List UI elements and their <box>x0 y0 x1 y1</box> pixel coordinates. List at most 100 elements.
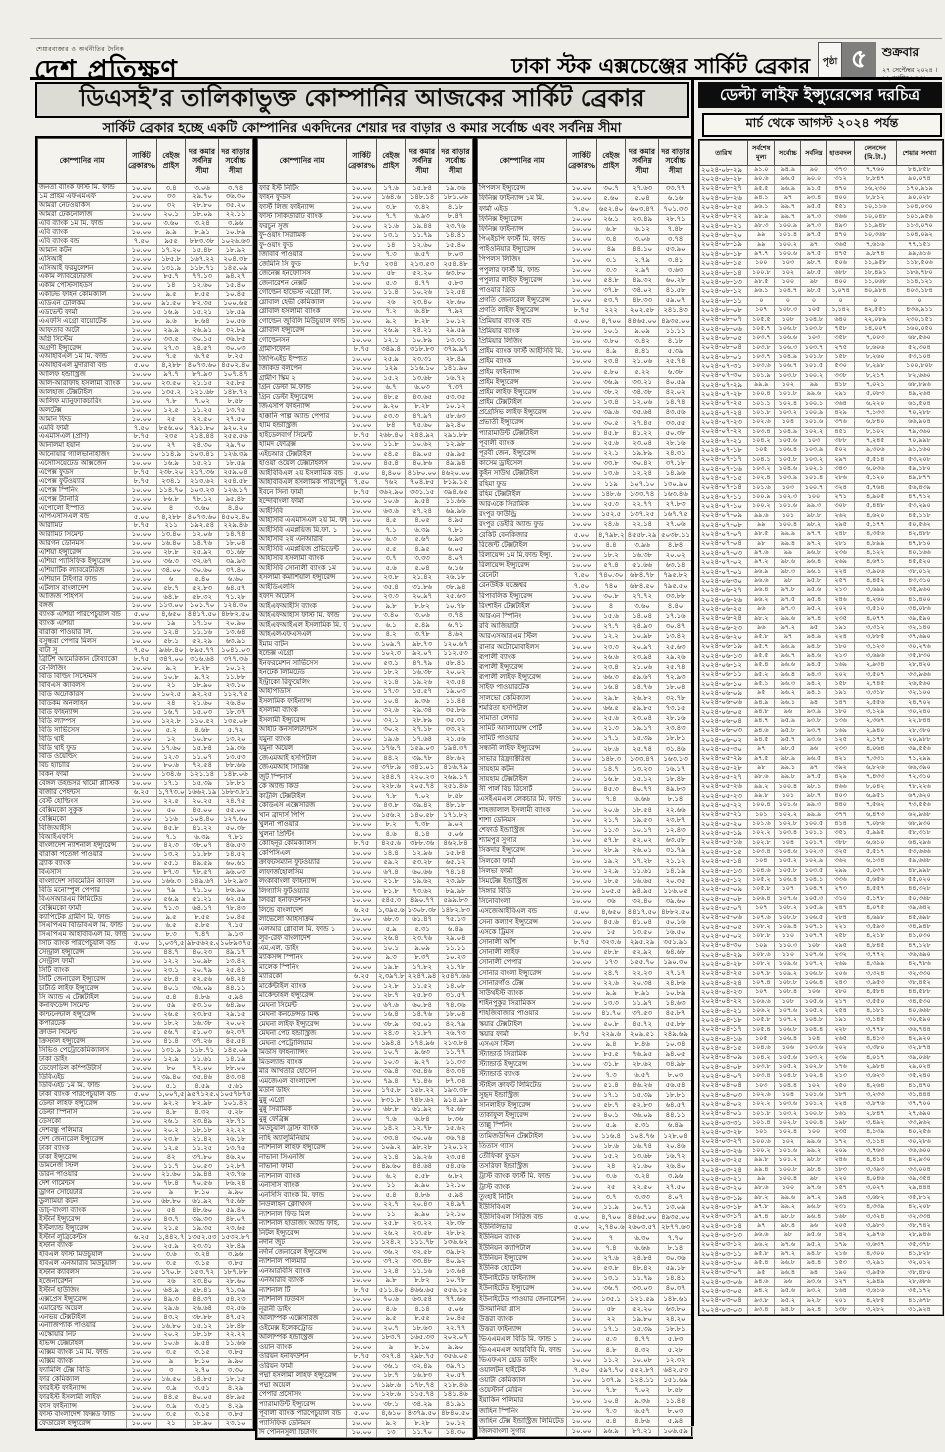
table-row: ভিএএমএল বিডি মি. ফান্ড ১ ১০.০০ ৫.৩ ৪.৭৭ ৫.৮৩ <box>477 1334 693 1346</box>
table-row: ইউনিক হোটেল ১০.০০ ৫৩.৮ ৪৮.৪২ ৫৯.১৮ <box>477 1262 693 1275</box>
table-row: বিডি থাই ১০.০০ ১২ ১০.৮০ ১৩.২০ <box>37 734 253 745</box>
column-header: কোম্পানির নাম <box>257 138 347 184</box>
table-row: কেপিসিএল ১০.০০ ১৪.৪ ১২.৯৬ ১৫.৮৪ <box>257 848 473 859</box>
table-row: ২০২৪-০৪-১৮ ১০৫.৮ ১০৭.২ ১০৪.৮ ১৯১ ৩,১৪৫ ৩০,৫৯০ <box>698 1015 944 1026</box>
table-row: মার্কেন্টাইল ব্যাংক ১০.০০ ১২.৮ ১১.৫২ ১৪.০৮ <box>257 981 473 992</box>
column-header: দর বাড়ার সর্বোচ্চ সীমা <box>438 138 473 184</box>
table-row: ন্যাশনাল টি ৮.৭৫ ৫১১.৪০ ৪৬৬.৬৫ ৫৫৬.১৫ <box>257 1285 473 1296</box>
table-row: ফ্যামিলি টেক্স বিডি ১০.০০ ৩ ২.৭০ ৩.৩০ <box>37 1365 253 1376</box>
table-row: ২০২৪-০৫-২৮ ৯৮ ৯৯.১ ৯৭ ৩৯২ ৬,৮২৬ ৬৬,৩৯০ <box>698 762 944 774</box>
table-row: ২০২৪-০৫-২৬ ৯৯.২ ১০০.৪ ৯৮.১ ৪৬৬ ৮,০৪২ ৭৮,২২৬ <box>698 781 944 793</box>
table-row: ২০২৪-০৫-০৮ ১০৬.৪ ১০৭.৬ ১০৫.৩ ৩১০ ৫,১৭৮ ৫০,৩৬৮ <box>698 893 944 905</box>
masthead-ornament-icon: পৃষ্ঠা <box>818 42 842 80</box>
table-row: ২০২৪-০৬-১২ ৯৫.৪ ৯৬.৬ ৯৪.৫ ১৬৯ ২,৯৩৪ ২৮,৪২০ <box>698 660 944 671</box>
table-row: বারাকা পাওয়ার লি. ১০.০০ ১২.৪ ১১.১৬ ১৩.৬৪ <box>37 627 253 638</box>
table-row: আইসিবি সোনালী ব্যাংক ১ম ১০.০০ ৫.৬ ৫.০৪ ৬.১৬ <box>257 563 473 574</box>
table-row: কনফিডেন্স সিমেন্ট ১০.০০ ৫৯ ৫৩.১০ ৬৪.৯০ <box>37 1000 253 1011</box>
table-row: সিটি ব্যাংক ১০.০০ ২৩.১ ২০.৭৯ ২৫.৪১ <box>37 965 253 976</box>
table-row: মিডাস ফাইন্যান্সিং ১০.০০ ১০.৭ ৯.৬৩ ১১.৭৭ <box>257 1047 473 1058</box>
table-row: রহিম টেক্সটাইল ১০.০০ ১৪৮.৬ ১৩৩.৭৪ ১৬৩.৪৬ <box>477 488 693 500</box>
table-row: মুন্নু এগ্রো ১০.০০ ৮৩১.৮ ৭৪৮.৬২ ৯১৪.৯৮ <box>257 1095 473 1106</box>
table-row: বঙ্গজ ১০.০০ ১১৩.০০ ১০১.৭০ ১২৪.৩০ <box>37 600 253 611</box>
column-header: সার্কিট ব্রেকার% <box>566 138 597 184</box>
column-header: সর্বনিম্ন <box>800 140 828 166</box>
table-row: মেঘনা লাইফ ইন্স্যুরেন্স ১০.০০ ৩৮.৯ ৩৫.০১ ৪২.… <box>257 1019 473 1030</box>
table-row: বারাকা পতেঙ্গা পাওয়ার ১০.০০ ১৩.২ ১১.৮৮ ১৪.৫… <box>37 849 253 860</box>
table-row: শাহজালাল ইসলামী ব্যাংক ১০.০০ ২০.৬ ১৮.৫৪ ২২.৬… <box>477 804 693 816</box>
table-row: সাভার রিফ্র্যাক্টরিজ ১০.০০ ১৪৮.৩ ১৩৩.৪৭ ১৬৩.… <box>477 753 693 765</box>
table-row: ২০২৪-০৪-২৫ ১০৭.৮ ১০৯.২ ১০৬.৮ ২০৬ ৩,৩২৪ ৩২,৩৩০ <box>698 968 944 979</box>
table-row: ২০২৪-০৪-৩০ ১০৯ ১১০.৩ ১০৮ ২৯৫ ৪,৮৪৫ ৪৭,১২৮ <box>698 940 944 951</box>
table-row: ন্যাশনাল ফিড মিল ১০.০০ ১১ ৯.৯০ ১২.১০ <box>257 1209 473 1220</box>
table-row: প্যাসিফিক ডেনিমস ১০.০০ ৯.২ ৮.২৮ ১০.১২ <box>257 1418 473 1429</box>
table-row: স্কয়ার টেক্সটাইল ১০.০০ ৫০.৮ ৪৫.৭২ ৫৫.৮৮ <box>477 1018 693 1030</box>
table-row: ঢাকা ইন্স্যুরেন্স ১০.০০ ৪২ ৩৭.৮০ ৪৬.২০ <box>37 1152 253 1162</box>
table-row: ২০২৪-০৬-১৯ ৯৫.৭ ৯৬.৯ ৯৪.৮ ১৮০ ৩,১২৩ ৩০,২৭৬ <box>698 641 944 652</box>
table-row: জিলবাংলা সুগার ১০.০০ ৯৬.৯ ৮৭.২১ ১০৬.৫৯ <box>477 1425 693 1438</box>
table-row: প্রগতি লাইফ ইন্স্যুরেন্স ৮.৭৫ ২২২ ২০২.৫৮ ২৪১… <box>477 305 693 317</box>
table-row: বাংলাদেশ ন্যাশনাল ইন্স্যুরেন্স ১০.০০ ৪২.৩ ৩… <box>37 840 253 851</box>
table-row: ২০২৪-০৩-০৩ ৯৩.৪ ৯৪.৮ ৯২.৪ ১৩৮ ৩,২৮২ ৩১,৯২৪ <box>698 1304 944 1316</box>
table-row: ২০২৪-০৭-৩১ ১০৩.৬ ১০৬.৭ ১০১.৫ ৫৩০ ৮,২৯৮ ১০০,৮০৮ <box>698 361 944 372</box>
table-row: এসিআই ফরমুলেশন ১০.০০ ১৩১.৯ ১১৮.৭১ ১৪৫.০৯ <box>37 263 253 273</box>
table-row: সিটি ব্যাংক পারপেচুয়াল বন্ড৫.০০১,০৩৭,৫০… <box>37 938 253 949</box>
table-row: ক্যাপিটেক গ্রামীণ মি. ফান্ড ১০.০০ ৯.৫ ৮.৫৫ ১… <box>37 912 253 922</box>
table-row: ২০২৪-০৬-৩০ ৯৬.৬ ৯৮ ৯৫.৮ ২৫৭ ৪,৪৫২ ৪৩,৩১০ <box>698 576 944 587</box>
table-row: সিলকো ফার্মা ১০.০০ ১৯.২ ১৭.২৮ ২১.১২ <box>477 855 693 867</box>
table-row: ২০২৪-০৬-২৭ ৯৬.৪ ৯৭.৮ ৯৫.৬ ২১৩ ৩,৬৯৯ ৩৫,৯৬০ <box>698 585 944 596</box>
table-row: নাহি অ্যালুমিনিয়াম ১০.০০ ৩৩.৪ ৩০.০৬ ৩৬.৭৪ <box>257 1133 473 1144</box>
header-rule <box>30 77 942 80</box>
table-row: ২০২৪-০৭-০২ ৯৭.২ ৯৮.৬ ৯৬.৪ ২৬৯ ৪,৬৭১ ৪৫,৫২০ <box>698 557 944 568</box>
table-row: দেশ জেনারেল ইন্স্যুরেন্স ১০.০০ ২৩.৮ ২১.৪২ ২৬… <box>37 1134 253 1145</box>
table-row: ২০২৪-০৫-০৫ ১০৮.২ ১০৯.৪ ১০৭.১ ২২১ ৩,৫৯৩ ৩৪,৯৪৮ <box>698 921 944 933</box>
table-row: চার্টার্ড লাইফ ইন্স্যুরেন্স ১০.০০ ৪০.১ ৩৬.০… <box>37 983 253 994</box>
table-row: ন্যাশনাল লাইফ ইন্স্যুরেন্স ১০.০০ ১০৯.২ ৯৮.২… <box>257 1142 473 1153</box>
table-row: উত্তরা ব্যাংক ১০.০০ ২২ ১৯.৮০ ২৪.২০ <box>477 1313 693 1326</box>
table-row: এম.এল. ডাইং ১০.০০ ১০.১ ৯.০৯ ১১.১১ <box>257 943 473 954</box>
table-row: রিলায়েন্স ১ম মি.ফান্ড ইন্স্যু. ১০.০০ ১৮.২… <box>477 549 693 561</box>
table-row: ন্যাশনাল টিউবস ১০.০০ ৭০.৬ ৬৩.৫৪ ৭৭.৬৬ <box>257 1294 473 1305</box>
table-row: ২০২৪-০৪-০২ ১০২.২ ১০৩.৬ ১০১.২ ২২৪ ৩,৮৭৬ ৩৭,৭০০ <box>698 1099 944 1110</box>
table-row: ২০২৪-০৩-০৭ ৯৫ ৯৬.৪ ৯৪ ১৯০ ৩,৯৫৬ ৩৮,৪৮০ <box>698 1267 944 1278</box>
circuit-breaker-table-2: কোম্পানির নাম সার্কিট ব্রেকার% বেইজ প্রাইস… <box>255 136 475 1440</box>
table-row: ২০২৪-০৬-০২ ৯৪.৫ ৯৫.৭ ৯৩.৬ ১২৫ ২,১৭৮ ২০,৯৮৮ <box>698 734 944 746</box>
table-row: আফতাব অটো ১০.০০ ২৯.৯ ২৬.৯১ ৩২.৮৯ <box>37 325 253 336</box>
table-row: জাহিন স্পিনিং ১০.০০ ৭.৩ ৬.৫৭ ৮.০৩ <box>477 1405 693 1417</box>
table-row: ইস্টার্ন হাউজিং ১০.০০ ৬৪.৯ ৫৮.৪১ ৭১.৩৯ <box>37 1285 253 1296</box>
table-row: এবি ব্যাংক ১ম মি. ফান্ড ১০.০০ ৩.৬০ ৩.২৪ ৩.৯৬ <box>37 218 253 229</box>
table-row: ওয়ালটন হাইটেক ৭.৫০ ৫৯৭.৭০ ৫৫২.৮৭ ৬৪২.৫৩ <box>477 1364 693 1376</box>
column-header: সর্বোচ্চ <box>774 140 802 166</box>
table-row: পিএইচপি ফার্স্ট মি. ফান্ড ১০.০০ ৩.৪ ৩.০৬ ৩.৭… <box>477 233 693 246</box>
table-row: মুন্নু সিরামিক ১০.০০ ৬৮.৮ ৬১.৯২ ৭৫.৬৮ <box>257 1104 473 1115</box>
table-row: ২০২৪-০৩-১৯ ৯৮.২ ৯৯.৬ ৯৭.২ ১৯৪ ৩,৬৮২ ৩৫,৮১২ <box>698 1192 944 1204</box>
table-row: ইস্টল্যান্ড ইন্স্যুরেন্স ১০.০০ ২১.৫ ১৯.৩৫ ২৩… <box>37 1223 253 1234</box>
table-row: ২০২৪-০৭-৩০ ১০১.৯ ১০৩.৮ ১০০.২ ৩৩৮ ৮,২১৭ ৮২,৬৬০ <box>698 370 944 381</box>
table-row: রহিমা ফুড ১০.০০ ১১৯ ১০৭.১০ ১৩০.৯০ <box>477 478 693 490</box>
table-row: বিএসসি ১০.০০ ৮৭.৩ ৭৮.৫৭ ৯৬.০৩ <box>37 867 253 878</box>
table-row: ইউসিবিএল ১০.০০ ১১.৯ ১০.৭১ ১৩.০৯ <box>477 1201 693 1213</box>
table-row: সামিট পাওয়ার ১০.০০ ১৭.১ ১৫.৩৯ ১৮.৮১ <box>477 733 693 745</box>
table-row: ২০২৪-০৬-০৫ ৯৪.৮ ৯৬ ৯৩.৯ ১৮০ ৩,১২৯ ৩০,২৪০ <box>698 706 944 718</box>
table-row: ২০২৪-০৪-০১ ১০১.৮ ১০৩.২ ১০০.৮ ১৬১ ২,৮৪৭ ২৭,৬৯০ <box>698 1108 944 1120</box>
table-row: আমরা নেটওয়ার্কস ১০.০০ ৩২ ২৮.৮০ ৩৫.২০ <box>37 200 253 211</box>
table-row: ডিবিএইচ ১০.০০ ৩৯.৪০ ৩৫.৪৬ ৪৩.৩৪ <box>37 1072 253 1082</box>
table-row: আইসিবি ২য় এনআরবি ১০.০০ ৬.৩ ৫.৬৭ ৬.৯৩ <box>257 534 473 545</box>
table-row: এসিআই ১০.০০ ১৮৫.৮ ১৬৭.২২ ২০৪.৩৮ <box>37 254 253 265</box>
table-row: ইসলামী ব্যাংক ১০.০০ ৩২.৬ ২৯.৩৪ ৩৫.৮৬ <box>257 705 473 716</box>
table-row: ফাইন ফুডস ১০.০০ ১৬৪.৬ ১৪৮.১৪ ১৮১.০৬ <box>257 192 473 203</box>
table-row: ফার্স্ট লিজ ফাইন্যান্স ১০.০০ ৩.৮ ৩.৪২ ৪.১৮ <box>257 202 473 213</box>
table-row: ইউনিয়ন ক্যাপিটাল ১০.০০ ৭.৪ ৬.৬৬ ৮.১৪ <box>477 1242 693 1254</box>
table-row: ওরিয়ন ফার্মা ১০.০০ ৩৬.১ ৩২.৪৯ ৩৯.৭১ <box>257 1361 473 1372</box>
table-row: ২০২৪-০৮-১২ ৯৬.১ ১০৪.৭ ৯৮.৫ ১,০৭৪ ৪০,৯৮৪ ৪০৩,১৮… <box>698 286 944 297</box>
table-row: স্টাইল ক্রাফট লিমিটেড ১০.০০ ৫১.৪ ৪৬.২৬ ৫৬.৫৪ <box>477 1079 693 1091</box>
table-row: ইস্টার্ন ক্যাবলস ১০.০০ ১৭০.৮ ১৫৩.৭২ ১৮৭.৮৮ <box>37 1267 253 1278</box>
table-row: ২০২৪-০৭-২৪ ১০১.৮ ১০৩.২ ১০০.৯ ৪২৯ ৭,১৩৩ ৭০,২৮৮ <box>698 407 944 419</box>
table-row: সিমটেক্স ইন্ডাস্ট্রিজ ১০.০০ ১৮.৫ ১৬.৬৫ ২০.৩৫ <box>477 875 693 887</box>
table-row: ফু-ওয়াং ফুড ১০.০০ ১৪ ১২.৬০ ১৫.৪০ <box>257 240 473 251</box>
table-row: সোনালী আঁশ ৮.৭৫ ৩২৩.৬ ২৯৫.২৯ ৩৫১.৯১ <box>477 936 693 949</box>
table-row: আইবিবিএল ইসলামিক পারপেচুয়াল ৭.৫০ ৭৬২ ৭০৪.৮… <box>257 477 473 488</box>
table-row: ফার্স্ট বাংলাদেশ ফিক্সড ফান্ড ১০.০০ ৩.৫ ৩.১… <box>37 1409 253 1420</box>
table-row: মালেক স্পিনিং ১০.০০ ১৯.৮ ১৭.৮২ ২১.৭৮ <box>257 962 473 973</box>
table2-body: ফার ইস্ট নিটিং ১০.০০ ১৭.৬ ১৫.৮৪ ১৯.৩৬ ফাইন ফু… <box>257 183 473 1438</box>
